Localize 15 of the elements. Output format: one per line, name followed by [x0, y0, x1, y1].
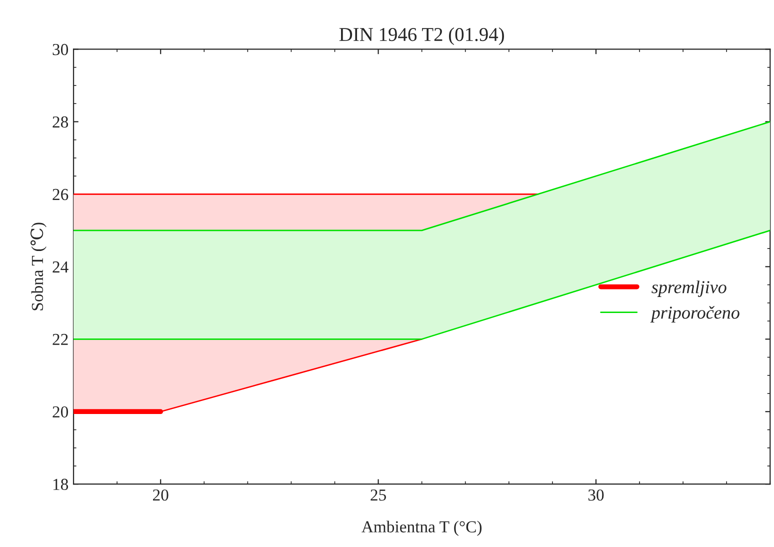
x-axis-title: Ambientna T (°C)	[362, 520, 482, 536]
x-tick-label: 25	[370, 489, 386, 501]
y-tick-label: 30	[52, 44, 68, 56]
y-tick-label: 26	[52, 188, 68, 200]
legend-label: spremljivo	[652, 280, 726, 297]
legend-label: priporočeno	[650, 306, 740, 322]
y-tick-label: 18	[53, 478, 68, 490]
y-tick-label: 28	[52, 116, 68, 128]
y-tick-label: 22	[52, 334, 68, 345]
x-tick-label: 20	[153, 489, 168, 501]
y-tick-label: 20	[52, 406, 68, 418]
y-axis-title: Sobna T (℃)	[30, 222, 46, 310]
y-tick-label: 24	[52, 261, 68, 272]
chart-title: DIN 1946 T2 (01.94)	[339, 27, 504, 46]
x-tick-label: 30	[588, 489, 604, 501]
